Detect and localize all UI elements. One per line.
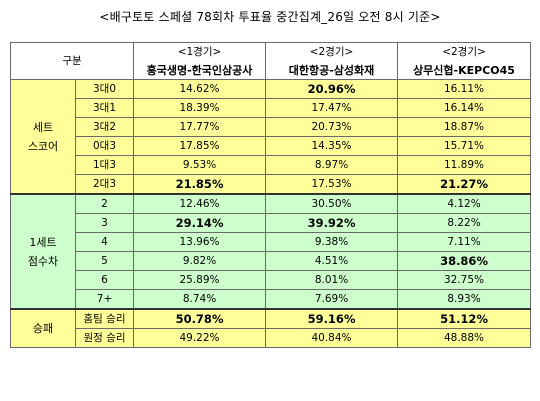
value-cell: 20.96% [265,79,399,99]
value-cell: 9.53% [133,155,267,175]
value-cell: 11.89% [397,155,532,175]
row-label: 2 [74,193,135,214]
value-cell: 48.88% [397,328,532,348]
value-cell: 9.38% [265,232,399,252]
value-cell: 18.39% [133,98,267,118]
row-label: 1대3 [74,155,135,175]
table-row: 6 25.89% 8.01% 32.75% [10,270,532,290]
value-cell: 17.77% [133,117,267,137]
value-cell: 30.50% [265,193,399,214]
value-cell: 7.69% [265,289,399,310]
header-row-games: 구분 <1경기> <2경기> <2경기> [9,42,532,80]
value-cell: 7.11% [397,232,532,252]
value-cell: 8.97% [265,155,399,175]
value-cell: 12.46% [133,193,267,214]
row-label: 4 [74,232,135,252]
category-label: 세트 [32,120,54,134]
table-row: 4 13.96% 9.38% 7.11% [10,232,532,252]
table-row: 세트 스코어 3대0 14.62% 20.96% 16.11% [10,79,532,195]
game-2-teams: 대한항공-삼성화재 [265,61,399,80]
game-3-header: <2경기> [397,42,532,61]
value-cell: 20.73% [265,117,399,137]
value-cell: 32.75% [397,270,532,290]
row-label: 3대2 [74,117,135,137]
value-cell: 9.82% [133,251,267,271]
value-cell: 14.62% [133,79,267,99]
value-cell: 8.22% [397,213,532,233]
value-cell: 13.96% [133,232,267,252]
row-label: 원정 승리 [74,328,135,348]
gubun-header: 구분 [9,42,135,80]
value-cell: 17.53% [265,174,399,195]
header-row-teams: 흥국생명-한국인삼공사 대한항공-삼성화재 상무신협-KEPCO45 [10,61,532,80]
category-cell: 승패 [10,308,76,348]
row-label: 3 [74,213,135,233]
vote-rate-table: 구분 <1경기> <2경기> <2경기> 흥국생명-한국인삼공사 대한항공-삼성… [9,42,532,348]
value-cell: 18.87% [397,117,532,137]
table-row: 1대3 9.53% 8.97% 11.89% [10,155,532,175]
row-label: 5 [74,251,135,271]
table-row: 승패 홈팀 승리 50.78% 59.16% 51.12% [10,308,532,348]
category-label: 스코어 [27,139,59,153]
value-cell: 50.78% [133,308,267,329]
value-cell: 17.85% [133,136,267,156]
value-cell: 17.47% [265,98,399,118]
value-cell: 38.86% [397,251,532,271]
row-label: 홈팀 승리 [74,308,135,329]
value-cell: 15.71% [397,136,532,156]
row-label: 7+ [74,289,135,310]
value-cell: 51.12% [397,308,532,329]
value-cell: 21.85% [133,174,267,195]
value-cell: 59.16% [265,308,399,329]
value-cell: 25.89% [133,270,267,290]
game-1-header: <1경기> [133,42,267,61]
row-label: 2대3 [74,174,135,195]
game-3-teams: 상무신협-KEPCO45 [397,61,532,80]
table-row: 3대2 17.77% 20.73% 18.87% [10,117,532,137]
row-label: 0대3 [74,136,135,156]
value-cell: 29.14% [133,213,267,233]
table-row: 0대3 17.85% 14.35% 15.71% [10,136,532,156]
value-cell: 4.12% [397,193,532,214]
value-cell: 40.84% [265,328,399,348]
row-label: 3대0 [74,79,135,99]
category-label: 승패 [32,322,54,335]
table-row: 5 9.82% 4.51% 38.86% [10,251,532,271]
value-cell: 4.51% [265,251,399,271]
table-row: 7+ 8.74% 7.69% 8.93% [10,289,532,310]
value-cell: 8.01% [265,270,399,290]
row-label: 6 [74,270,135,290]
game-1-teams: 흥국생명-한국인삼공사 [133,61,267,80]
game-2-header: <2경기> [265,42,399,61]
value-cell: 21.27% [397,174,532,195]
category-label: 1세트 [29,235,57,249]
row-label: 3대1 [74,98,135,118]
category-label: 점수차 [27,254,59,268]
value-cell: 39.92% [265,213,399,233]
value-cell: 14.35% [265,136,399,156]
value-cell: 8.93% [397,289,532,310]
table-row: 3 29.14% 39.92% 8.22% [10,213,532,233]
table-row: 1세트 점수차 2 12.46% 30.50% 4.12% [10,193,532,310]
table-row: 2대3 21.85% 17.53% 21.27% [10,174,532,195]
value-cell: 16.11% [397,79,532,99]
table-row: 3대1 18.39% 17.47% 16.14% [10,98,532,118]
value-cell: 16.14% [397,98,532,118]
page-title: <배구토토 스페셜 78회차 투표율 중간집계_26일 오전 8시 기준> [99,10,441,24]
value-cell: 49.22% [133,328,267,348]
value-cell: 8.74% [133,289,267,310]
table-row: 원정 승리 49.22% 40.84% 48.88% [10,328,532,348]
